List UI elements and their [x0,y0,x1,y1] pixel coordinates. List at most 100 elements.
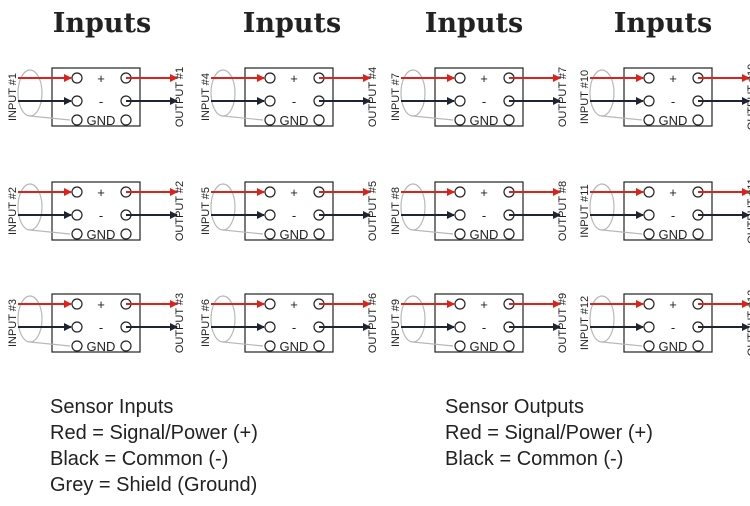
shield-loop [589,183,615,231]
channel-8: + - GND INPUT #8 OUTPUT #8 [390,181,569,242]
output-channel-label: OUTPUT #2 [174,181,186,241]
terminal-gnd-label: GND [87,227,116,242]
input-plus-terminal [454,298,466,310]
gnd-right-terminal [120,228,132,240]
channel-7: + - GND INPUT #7 OUTPUT #7 [390,67,569,128]
terminal-minus-label: - [482,94,486,109]
channel-11: + - GND INPUT #11 OUTPUT #11 [579,178,750,244]
terminal-minus-label: - [292,208,296,223]
terminal-plus-label: + [290,71,298,86]
legend-outputs-line: Red = Signal/Power (+) [445,422,653,444]
terminal-plus-label: + [480,71,488,86]
input-plus-terminal [264,298,276,310]
input-channel-label: INPUT #2 [7,187,19,235]
gnd-right-terminal [313,114,325,126]
input-plus-terminal [264,186,276,198]
input-plus-terminal [643,72,655,84]
terminal-gnd-label: GND [470,227,499,242]
terminal-plus-label: + [97,297,105,312]
terminal-gnd-label: GND [659,339,688,354]
terminal-gnd-label: GND [280,113,309,128]
shield-loop [17,295,43,343]
terminal-gnd-label: GND [659,227,688,242]
input-minus-terminal [71,209,83,221]
terminal-gnd-label: GND [280,339,309,354]
input-channel-label: INPUT #9 [390,299,402,347]
legend-outputs-title: Sensor Outputs [445,396,584,418]
shield-loop [400,295,426,343]
shield-loop [17,69,43,117]
output-channel-label: OUTPUT #11 [746,178,750,244]
gnd-left-terminal [71,340,83,352]
terminal-minus-label: - [292,320,296,335]
shield-wire [601,341,643,347]
input-minus-terminal [264,321,276,333]
legend-inputs-line: Red = Signal/Power (+) [50,422,258,444]
shield-loop [400,69,426,117]
shield-loop [17,183,43,231]
output-channel-label: OUTPUT #5 [367,181,379,241]
shield-wire [601,229,643,235]
input-minus-terminal [643,209,655,221]
output-channel-label: OUTPUT #9 [557,293,569,353]
input-channel-label: INPUT #8 [390,187,402,235]
input-minus-terminal [454,95,466,107]
legend-inputs-title: Sensor Inputs [50,396,174,418]
input-plus-terminal [454,72,466,84]
terminal-plus-label: + [669,297,677,312]
gnd-right-terminal [503,114,515,126]
column-title-1: Inputs [53,8,151,39]
gnd-right-terminal [503,228,515,240]
input-plus-terminal [454,186,466,198]
legend-sensor-outputs: Sensor Outputs Red = Signal/Power (+) Bl… [445,394,653,472]
terminal-minus-label: - [482,208,486,223]
legend-outputs-line: Black = Common (-) [445,448,624,470]
legend-inputs-line: Grey = Shield (Ground) [50,474,258,496]
shield-wire [29,341,71,347]
channel-4: + - GND INPUT #4 OUTPUT #4 [200,67,379,128]
channel-12: + - GND INPUT #12 OUTPUT #12 [579,290,750,356]
input-plus-terminal [71,298,83,310]
shield-wire [222,341,264,347]
input-minus-terminal [454,209,466,221]
channel-6: + - GND INPUT #6 OUTPUT #6 [200,293,379,354]
input-channel-label: INPUT #4 [200,73,212,121]
channels-layer: + - GND INPUT #1 OUTPUT #1 + - GND INPUT #2 OUTPU… [7,64,750,356]
terminal-minus-label: - [99,208,103,223]
terminal-plus-label: + [97,71,105,86]
shield-wire [601,115,643,121]
column-title-2: Inputs [243,8,341,39]
terminal-plus-label: + [290,185,298,200]
gnd-right-terminal [692,340,704,352]
terminal-minus-label: - [671,320,675,335]
gnd-right-terminal [313,228,325,240]
gnd-left-terminal [643,340,655,352]
gnd-left-terminal [264,340,276,352]
terminal-gnd-label: GND [87,113,116,128]
gnd-left-terminal [454,340,466,352]
shield-wire [222,115,264,121]
terminal-plus-label: + [480,297,488,312]
input-minus-terminal [643,95,655,107]
terminal-minus-label: - [292,94,296,109]
input-minus-terminal [264,209,276,221]
terminal-plus-label: + [97,185,105,200]
gnd-left-terminal [454,114,466,126]
input-channel-label: INPUT #12 [579,296,591,350]
terminal-gnd-label: GND [470,113,499,128]
input-channel-label: INPUT #11 [579,184,591,237]
terminal-plus-label: + [669,71,677,86]
gnd-right-terminal [692,114,704,126]
legend-sensor-inputs: Sensor Inputs Red = Signal/Power (+) Bla… [50,394,258,498]
input-channel-label: INPUT #6 [200,299,212,347]
terminal-plus-label: + [669,185,677,200]
channel-1: + - GND INPUT #1 OUTPUT #1 [7,67,186,128]
gnd-right-terminal [503,340,515,352]
gnd-left-terminal [264,114,276,126]
gnd-left-terminal [264,228,276,240]
shield-loop [210,295,236,343]
channel-10: + - GND INPUT #10 OUTPUT #10 [579,64,750,130]
gnd-right-terminal [313,340,325,352]
gnd-right-terminal [120,114,132,126]
